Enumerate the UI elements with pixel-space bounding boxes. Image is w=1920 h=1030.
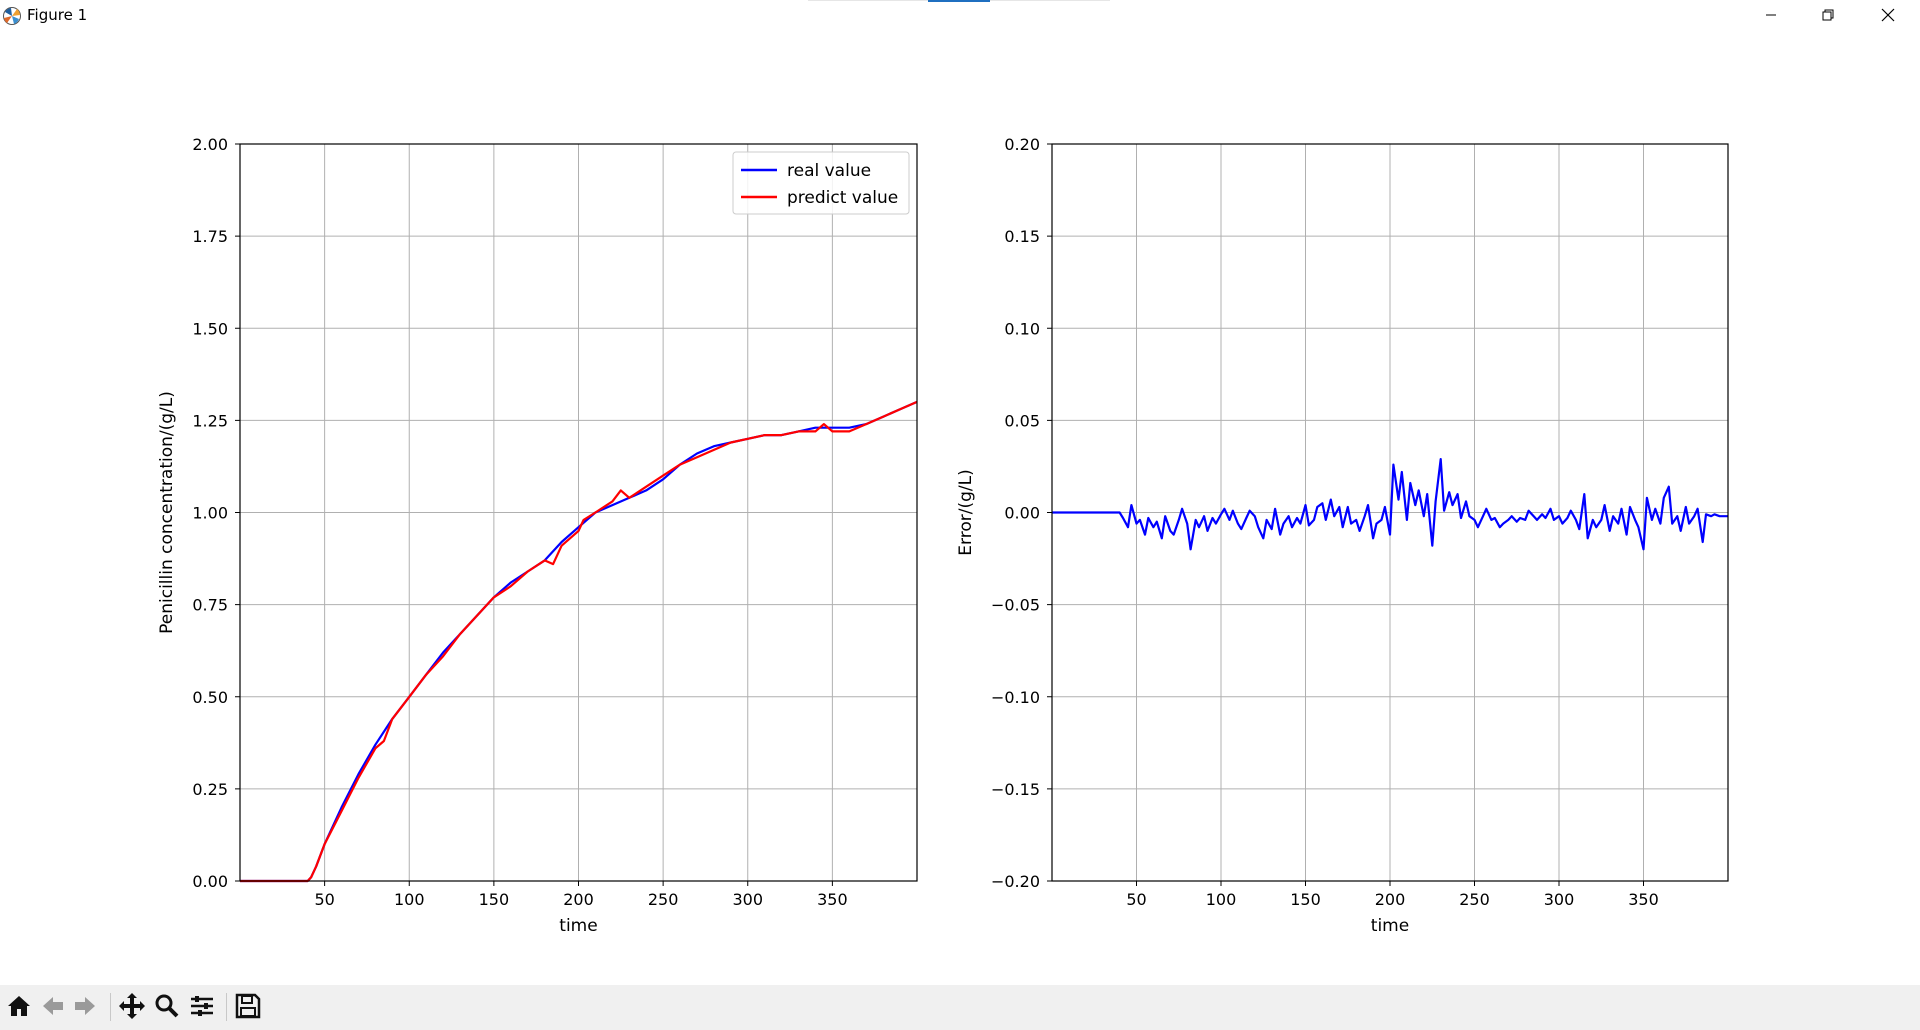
restore-icon — [1821, 8, 1835, 22]
y-axis-label: Penicillin concentration/(g/L) — [157, 391, 177, 634]
error-plot: 50 100 150 200 250 300 350 −0.20 −0.15 −0.10 −0.05… — [956, 135, 1728, 936]
x-tick-label: 350 — [817, 890, 848, 909]
toolbar-separator — [226, 993, 227, 1021]
sliders-icon — [189, 993, 215, 1019]
x-axis-label: time — [1371, 916, 1409, 936]
y-tick-label: −0.20 — [991, 872, 1040, 891]
arrow-left-icon — [40, 993, 66, 1019]
arrow-right-icon — [72, 993, 98, 1019]
figure-canvas: 50 100 150 200 250 300 350 0.00 0.25 0.50 0.75 1.00… — [0, 30, 1920, 985]
y-tick-label: 0.25 — [192, 780, 228, 799]
legend-label: real value — [787, 161, 871, 181]
x-tick-label: 250 — [648, 890, 679, 909]
home-icon — [6, 993, 32, 1019]
toolbar-separator — [110, 993, 111, 1021]
y-tick-label: 0.10 — [1004, 319, 1040, 338]
x-tick-label: 100 — [394, 890, 425, 909]
back-button[interactable] — [38, 991, 68, 1021]
window-title: Figure 1 — [27, 6, 87, 24]
minimize-icon — [1764, 8, 1778, 22]
legend: real value predict value — [733, 152, 909, 214]
x-tick-label: 150 — [479, 890, 510, 909]
navigation-toolbar — [0, 985, 1920, 1030]
y-tick-label: 0.05 — [1004, 411, 1040, 430]
y-tick-label: 1.00 — [192, 504, 228, 523]
configure-subplots-button[interactable] — [187, 991, 217, 1021]
y-tick-label: 0.50 — [192, 688, 228, 707]
move-icon — [118, 992, 146, 1020]
close-icon — [1881, 8, 1895, 22]
close-button[interactable] — [1865, 0, 1911, 30]
magnifier-icon — [154, 993, 180, 1019]
y-tick-label: 2.00 — [192, 135, 228, 154]
x-tick-label: 300 — [1544, 890, 1575, 909]
y-tick-label: 0.00 — [192, 872, 228, 891]
y-tick-label: 1.50 — [192, 319, 228, 338]
y-axis-label: Error/(g/L) — [956, 469, 976, 555]
tab-strip-active — [928, 0, 990, 2]
x-axis-label: time — [559, 916, 597, 936]
x-tick-label: 50 — [314, 890, 334, 909]
home-button[interactable] — [4, 991, 34, 1021]
x-tick-label: 250 — [1459, 890, 1490, 909]
save-button[interactable] — [233, 991, 263, 1021]
x-tick-label: 50 — [1126, 890, 1146, 909]
floppy-disk-icon — [235, 993, 261, 1019]
title-bar: Figure 1 — [0, 0, 1920, 30]
forward-button[interactable] — [70, 991, 100, 1021]
legend-label: predict value — [787, 188, 898, 208]
y-tick-label: 1.75 — [192, 227, 228, 246]
pan-button[interactable] — [117, 991, 147, 1021]
y-tick-label: −0.10 — [991, 688, 1040, 707]
y-tick-label: −0.05 — [991, 596, 1040, 615]
y-tick-label: 0.75 — [192, 596, 228, 615]
x-tick-label: 100 — [1206, 890, 1237, 909]
maximize-button[interactable] — [1805, 0, 1851, 30]
minimize-button[interactable] — [1748, 0, 1794, 30]
x-tick-label: 150 — [1290, 890, 1321, 909]
x-tick-label: 200 — [1375, 890, 1406, 909]
concentration-plot: 50 100 150 200 250 300 350 0.00 0.25 0.50 0.75 1.00… — [157, 135, 917, 936]
y-tick-label: −0.15 — [991, 780, 1040, 799]
x-tick-label: 200 — [563, 890, 594, 909]
x-tick-label: 350 — [1628, 890, 1659, 909]
y-tick-label: 0.15 — [1004, 227, 1040, 246]
y-tick-label: 0.20 — [1004, 135, 1040, 154]
y-tick-label: 0.00 — [1004, 504, 1040, 523]
y-tick-label: 1.25 — [192, 411, 228, 430]
matplotlib-logo-icon — [2, 6, 22, 26]
zoom-button[interactable] — [152, 991, 182, 1021]
x-tick-label: 300 — [732, 890, 763, 909]
